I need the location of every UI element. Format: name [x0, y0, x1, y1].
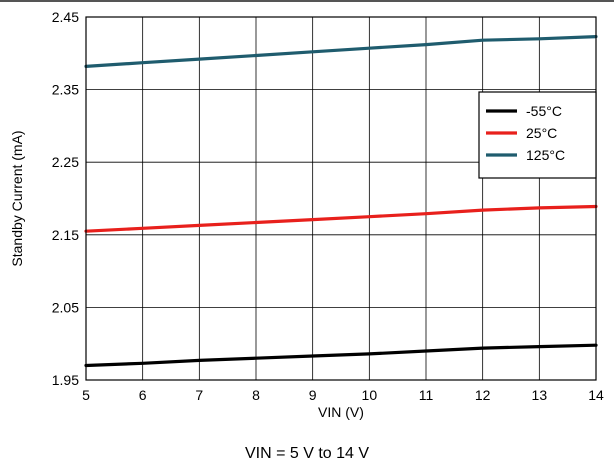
grid [85, 16, 597, 381]
legend: -55°C 25°C 125°C [478, 91, 597, 179]
y-tick-labels: 1.95 2.05 2.15 2.25 2.35 2.45 [52, 9, 79, 388]
x-tick-label: 7 [195, 387, 203, 403]
standby-current-chart: 5 6 7 8 9 10 11 12 13 14 1.95 2.05 2.15 2.25 2.35 2.45… [9, 9, 604, 420]
x-tick-label: 12 [475, 387, 491, 403]
y-tick-label: 2.05 [52, 299, 79, 315]
y-tick-label: 2.25 [52, 154, 79, 170]
x-tick-label: 14 [588, 387, 604, 403]
legend-label: 25°C [526, 125, 557, 141]
x-tick-label: 8 [252, 387, 260, 403]
x-tick-labels: 5 6 7 8 9 10 11 12 13 14 [82, 387, 604, 403]
y-tick-label: 2.15 [52, 227, 79, 243]
top-border [0, 0, 614, 2]
y-tick-label: 2.35 [52, 82, 79, 98]
y-tick-label: 1.95 [52, 372, 79, 388]
y-axis-label: Standby Current (mA) [9, 130, 25, 266]
x-tick-label: 11 [419, 387, 434, 403]
legend-label: -55°C [526, 103, 562, 119]
y-tick-label: 2.45 [52, 9, 79, 25]
x-axis-label: VIN (V) [318, 404, 364, 420]
legend-box [478, 91, 597, 179]
series-line-1 [84, 204, 598, 233]
chart-caption: VIN = 5 V to 14 V [244, 445, 370, 462]
series-line-0 [84, 343, 598, 368]
plot-frame [85, 16, 597, 381]
x-tick-label: 9 [309, 387, 317, 403]
x-tick-label: 6 [139, 387, 147, 403]
series-layer [84, 34, 598, 368]
x-tick-label: 13 [532, 387, 548, 403]
series-line-2 [84, 34, 598, 69]
x-tick-label: 10 [362, 387, 378, 403]
x-tick-label: 5 [82, 387, 90, 403]
legend-label: 125°C [526, 147, 565, 163]
